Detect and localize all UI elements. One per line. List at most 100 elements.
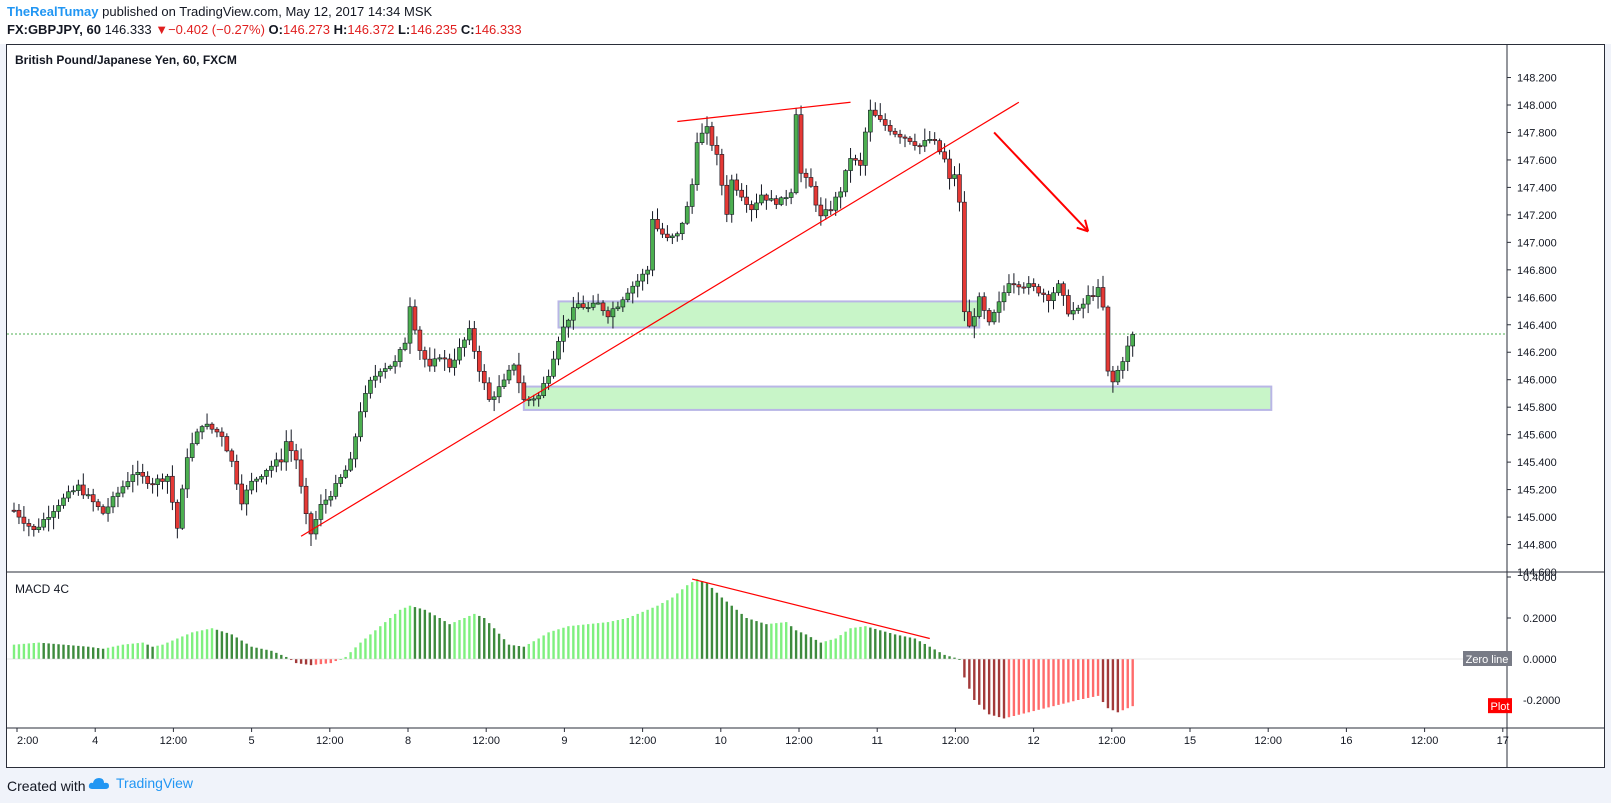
footer: Created with TradingView: [0, 770, 1611, 803]
macd-bar: [299, 659, 303, 664]
candle-body: [224, 436, 230, 452]
candle-body: [41, 519, 47, 528]
macd-bar: [992, 659, 996, 716]
macd-bar: [488, 623, 491, 659]
macd-bar: [314, 659, 318, 665]
candle-body: [962, 201, 967, 313]
macd-bar: [1062, 659, 1065, 704]
candle-body: [1125, 345, 1131, 362]
chart-svg[interactable]: 148.200 148.000 147.800 147.600 147.400 147.2…: [7, 45, 1604, 767]
macd-bar: [616, 620, 620, 659]
macd-bar: [403, 607, 407, 659]
candle-body: [778, 197, 784, 205]
candle-body: [521, 382, 527, 400]
macd-axis-label: -0.2000: [1523, 695, 1560, 707]
macd-bar: [517, 646, 521, 659]
macd-bar: [958, 659, 961, 660]
macd-bar: [423, 609, 427, 659]
macd-bar: [463, 618, 466, 659]
tradingview-link[interactable]: TradingView: [88, 775, 193, 791]
candle-body: [932, 139, 938, 141]
macd-bar: [1121, 659, 1124, 711]
macd-bar: [809, 637, 813, 659]
candle-body: [303, 485, 309, 514]
macd-bar: [121, 644, 125, 659]
macd-bar: [126, 644, 130, 659]
candle-body: [1071, 310, 1076, 315]
low-label: L:: [397, 22, 411, 37]
candle-body: [180, 488, 185, 529]
macd-bar: [953, 657, 956, 659]
time-axis-label: 12:00: [629, 735, 657, 747]
macd-bar: [319, 659, 323, 665]
candle-body: [833, 196, 839, 211]
macd-bar: [1111, 659, 1115, 711]
price-axis-label: 147.200: [1517, 210, 1557, 222]
chart-panel[interactable]: 148.200 148.000 147.800 147.600 147.400 147.2…: [6, 44, 1605, 768]
time-axis-label: 11: [871, 735, 882, 747]
macd-bar: [849, 628, 852, 659]
publish-line: TheRealTumay published on TradingView.co…: [7, 4, 432, 19]
macd-bar: [789, 626, 793, 659]
candle-body: [239, 483, 244, 505]
macd-bar: [1096, 659, 1100, 696]
macd-bar: [893, 634, 897, 659]
candle-body: [902, 136, 908, 139]
price-axis-label: 146.600: [1517, 292, 1557, 304]
macd-bar: [656, 605, 659, 659]
candle-body: [293, 450, 299, 461]
change-value: −0.402 (−0.27%): [168, 22, 265, 37]
candle-body: [694, 142, 700, 185]
candle-body: [872, 109, 878, 116]
candle-body: [412, 306, 418, 331]
candle-body: [511, 364, 517, 371]
macd-bar: [17, 644, 21, 659]
macd-bar: [413, 607, 417, 659]
macd-bar: [799, 632, 803, 659]
candle-body: [338, 477, 344, 484]
macd-bar: [260, 648, 263, 659]
macd-bar: [898, 635, 902, 659]
macd-bar: [903, 636, 907, 659]
candle-body: [343, 469, 348, 478]
macd-bar: [62, 644, 65, 659]
candle-body: [51, 511, 56, 518]
macd-bar: [755, 621, 758, 659]
macd-bar: [928, 646, 931, 659]
macd-bar: [869, 627, 872, 659]
macd-bar: [473, 613, 476, 659]
candle-body: [194, 431, 200, 444]
macd-bar: [844, 631, 847, 659]
candle-body: [36, 526, 42, 531]
candle-body: [724, 184, 730, 215]
candle-body: [590, 302, 596, 308]
author-link[interactable]: TheRealTumay: [7, 4, 99, 19]
macd-bar: [146, 644, 149, 659]
candle-body: [714, 145, 720, 155]
candle-body: [219, 431, 225, 437]
candle-body: [670, 235, 675, 238]
macd-bar: [968, 659, 971, 689]
candle-body: [516, 364, 522, 384]
macd-bar: [641, 611, 644, 659]
candle-body: [1080, 303, 1086, 309]
candle-body: [1036, 286, 1041, 294]
price-axis-label: 147.600: [1517, 155, 1557, 167]
macd-bar: [567, 626, 570, 659]
cloud-icon: [88, 778, 109, 789]
candle-body: [531, 398, 537, 401]
candle-body: [175, 501, 180, 529]
price-axis-label: 145.600: [1517, 430, 1557, 442]
candle-body: [729, 179, 735, 215]
time-axis-label: 12: [1027, 735, 1039, 747]
time-axis-label: 12:00: [1098, 735, 1126, 747]
candle-body: [457, 347, 462, 361]
candle-body: [46, 517, 51, 520]
macd-bar: [101, 648, 105, 659]
candle-body: [244, 489, 249, 505]
macd-bar: [443, 621, 446, 659]
macd-bar: [973, 659, 976, 700]
time-axis-label: 15: [1184, 735, 1196, 747]
macd-bar: [750, 619, 753, 659]
candle-body: [566, 319, 571, 328]
